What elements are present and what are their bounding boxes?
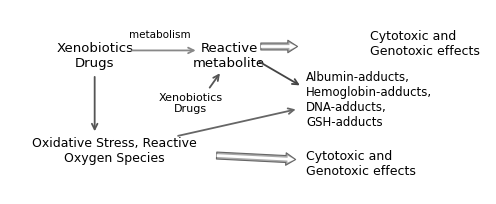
FancyArrowPatch shape [217, 154, 295, 163]
Text: metabolism: metabolism [129, 29, 191, 39]
Text: Reactive
metabolite: Reactive metabolite [193, 42, 265, 70]
Text: Cytotoxic and
Genotoxic effects: Cytotoxic and Genotoxic effects [306, 150, 416, 177]
Text: Xenobiotics
Drugs: Xenobiotics Drugs [159, 92, 223, 114]
Text: Oxidative Stress, Reactive
Oxygen Species: Oxidative Stress, Reactive Oxygen Specie… [32, 136, 196, 164]
Text: Cytotoxic and
Genotoxic effects: Cytotoxic and Genotoxic effects [370, 29, 480, 57]
FancyArrowPatch shape [216, 152, 296, 165]
Text: Albumin-adducts,
Hemoglobin-adducts,
DNA-adducts,
GSH-adducts: Albumin-adducts, Hemoglobin-adducts, DNA… [306, 71, 432, 129]
FancyArrowPatch shape [261, 44, 297, 51]
FancyArrowPatch shape [261, 41, 298, 53]
Text: Xenobiotics
Drugs: Xenobiotics Drugs [56, 42, 133, 70]
